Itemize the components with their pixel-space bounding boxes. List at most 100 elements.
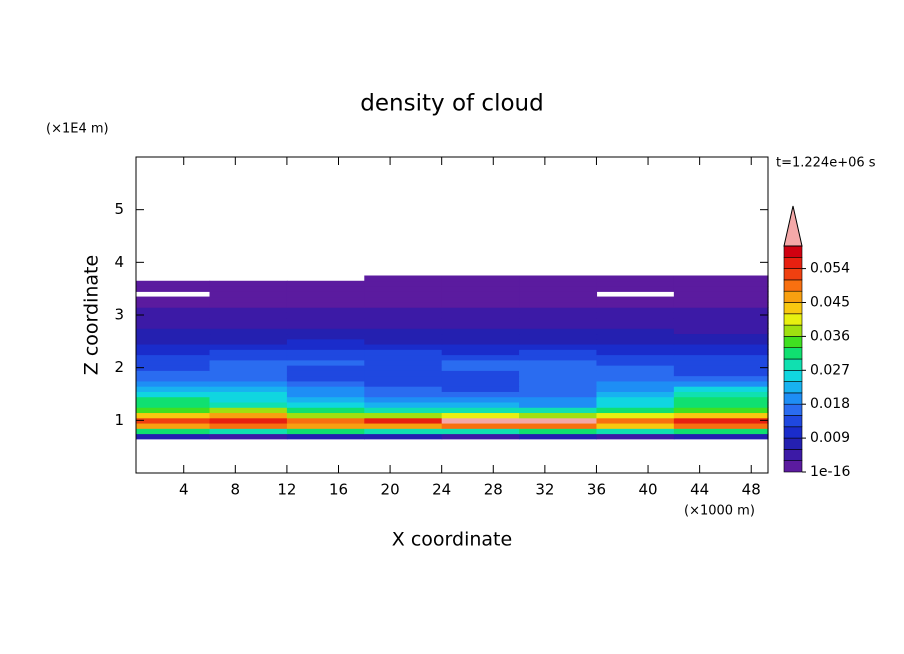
contour-cell [673, 280, 769, 287]
x-tick-label: 48 [742, 481, 761, 499]
contour-cell [209, 407, 288, 414]
contour-cell [441, 343, 520, 350]
contour-cell [596, 359, 675, 366]
contour-cell [441, 312, 520, 319]
contour-cell [364, 291, 443, 298]
contour-cell [596, 349, 675, 356]
contour-cell [286, 401, 365, 408]
contour-cell [209, 422, 288, 429]
contour-cell [209, 354, 288, 361]
contour-cell [673, 428, 769, 435]
contour-cell [596, 354, 675, 361]
contour-cell [519, 391, 598, 398]
contour-cell [519, 333, 598, 340]
contour-cell [519, 370, 598, 377]
contour-cell [519, 380, 598, 387]
contour-cell [596, 417, 675, 424]
contour-cell [673, 333, 769, 340]
contour-cell [519, 401, 598, 408]
contour-cell [441, 307, 520, 313]
colorbar-band [783, 449, 803, 461]
contour-cell [136, 433, 211, 440]
contour-cell [673, 380, 769, 387]
x-tick-label: 32 [535, 481, 554, 499]
contour-cell [596, 391, 675, 398]
contour-cell [673, 407, 769, 414]
chart-title: density of cloud [360, 91, 543, 117]
contour-cell [364, 407, 443, 414]
contour-cell [673, 359, 769, 366]
contour-cell [286, 391, 365, 398]
contour-cell [364, 312, 443, 319]
y-tick-label: 3 [114, 306, 124, 324]
contour-cell [596, 343, 675, 350]
y-tick-label: 2 [114, 358, 124, 376]
contour-cell [673, 370, 769, 377]
y-axis-label: Z coordinate [81, 255, 103, 375]
contour-cell [286, 412, 365, 419]
contour-cell [519, 433, 598, 440]
contour-cell [136, 354, 211, 361]
contour-cell [519, 275, 598, 282]
contour-cell [441, 301, 520, 308]
contour-cell [519, 349, 598, 356]
contour-cell [441, 286, 520, 292]
contour-cell [286, 301, 365, 308]
contour-cell [136, 296, 211, 303]
contour-cell [136, 396, 211, 403]
contour-cell [286, 417, 365, 424]
contour-cell [673, 417, 769, 424]
contour-cell [596, 328, 675, 335]
contour-cell [441, 407, 520, 414]
contour-cell [286, 286, 365, 292]
colorbar-band [783, 336, 803, 348]
contour-cell [209, 349, 288, 356]
contour-cell [596, 412, 675, 419]
colorbar-tick-label: 0.045 [810, 295, 850, 311]
contour-cell [441, 296, 520, 303]
contour-cell [441, 391, 520, 398]
y-unit: (×1E4 m) [46, 122, 109, 137]
contour-cell [136, 317, 211, 324]
contour-cell [441, 375, 520, 382]
colorbar-band [783, 415, 803, 428]
colorbar-band [783, 324, 803, 337]
contour-cell [136, 412, 211, 419]
contour-cell [519, 296, 598, 303]
contour-cell [364, 280, 443, 287]
contour-cell [673, 375, 769, 382]
y-tick-label: 4 [114, 253, 124, 271]
contour-cell [441, 338, 520, 345]
contour-cell [441, 380, 520, 387]
contour-cell [673, 301, 769, 308]
x-tick-label: 28 [484, 481, 503, 499]
contour-cell [209, 301, 288, 308]
contour-cell [673, 312, 769, 319]
contour-cell [136, 312, 211, 319]
contour-cell [441, 354, 520, 361]
x-tick-label: 16 [329, 481, 348, 499]
contour-cell [364, 375, 443, 382]
contour-cell [209, 291, 288, 298]
contour-cell [364, 422, 443, 429]
contour-cell [364, 328, 443, 335]
contour-cell [286, 396, 365, 403]
contour-cell [209, 322, 288, 329]
contour-cell [596, 312, 675, 319]
contour-cell [441, 317, 520, 324]
contour-cell [209, 317, 288, 324]
contour-cell [364, 286, 443, 292]
time-annotation: t=1.224e+06 s [776, 156, 876, 171]
contour-cell [441, 349, 520, 356]
contour-cell [136, 380, 211, 387]
contour-cell [673, 296, 769, 303]
contour-cell [286, 354, 365, 361]
y-tick-label: 5 [114, 200, 124, 218]
contour-cell [136, 386, 211, 392]
contour-cell [673, 365, 769, 371]
contour-cell [286, 312, 365, 319]
contour-cell [364, 317, 443, 324]
contour-cell [673, 401, 769, 408]
contour-cell [673, 349, 769, 356]
contour-cell [286, 380, 365, 387]
